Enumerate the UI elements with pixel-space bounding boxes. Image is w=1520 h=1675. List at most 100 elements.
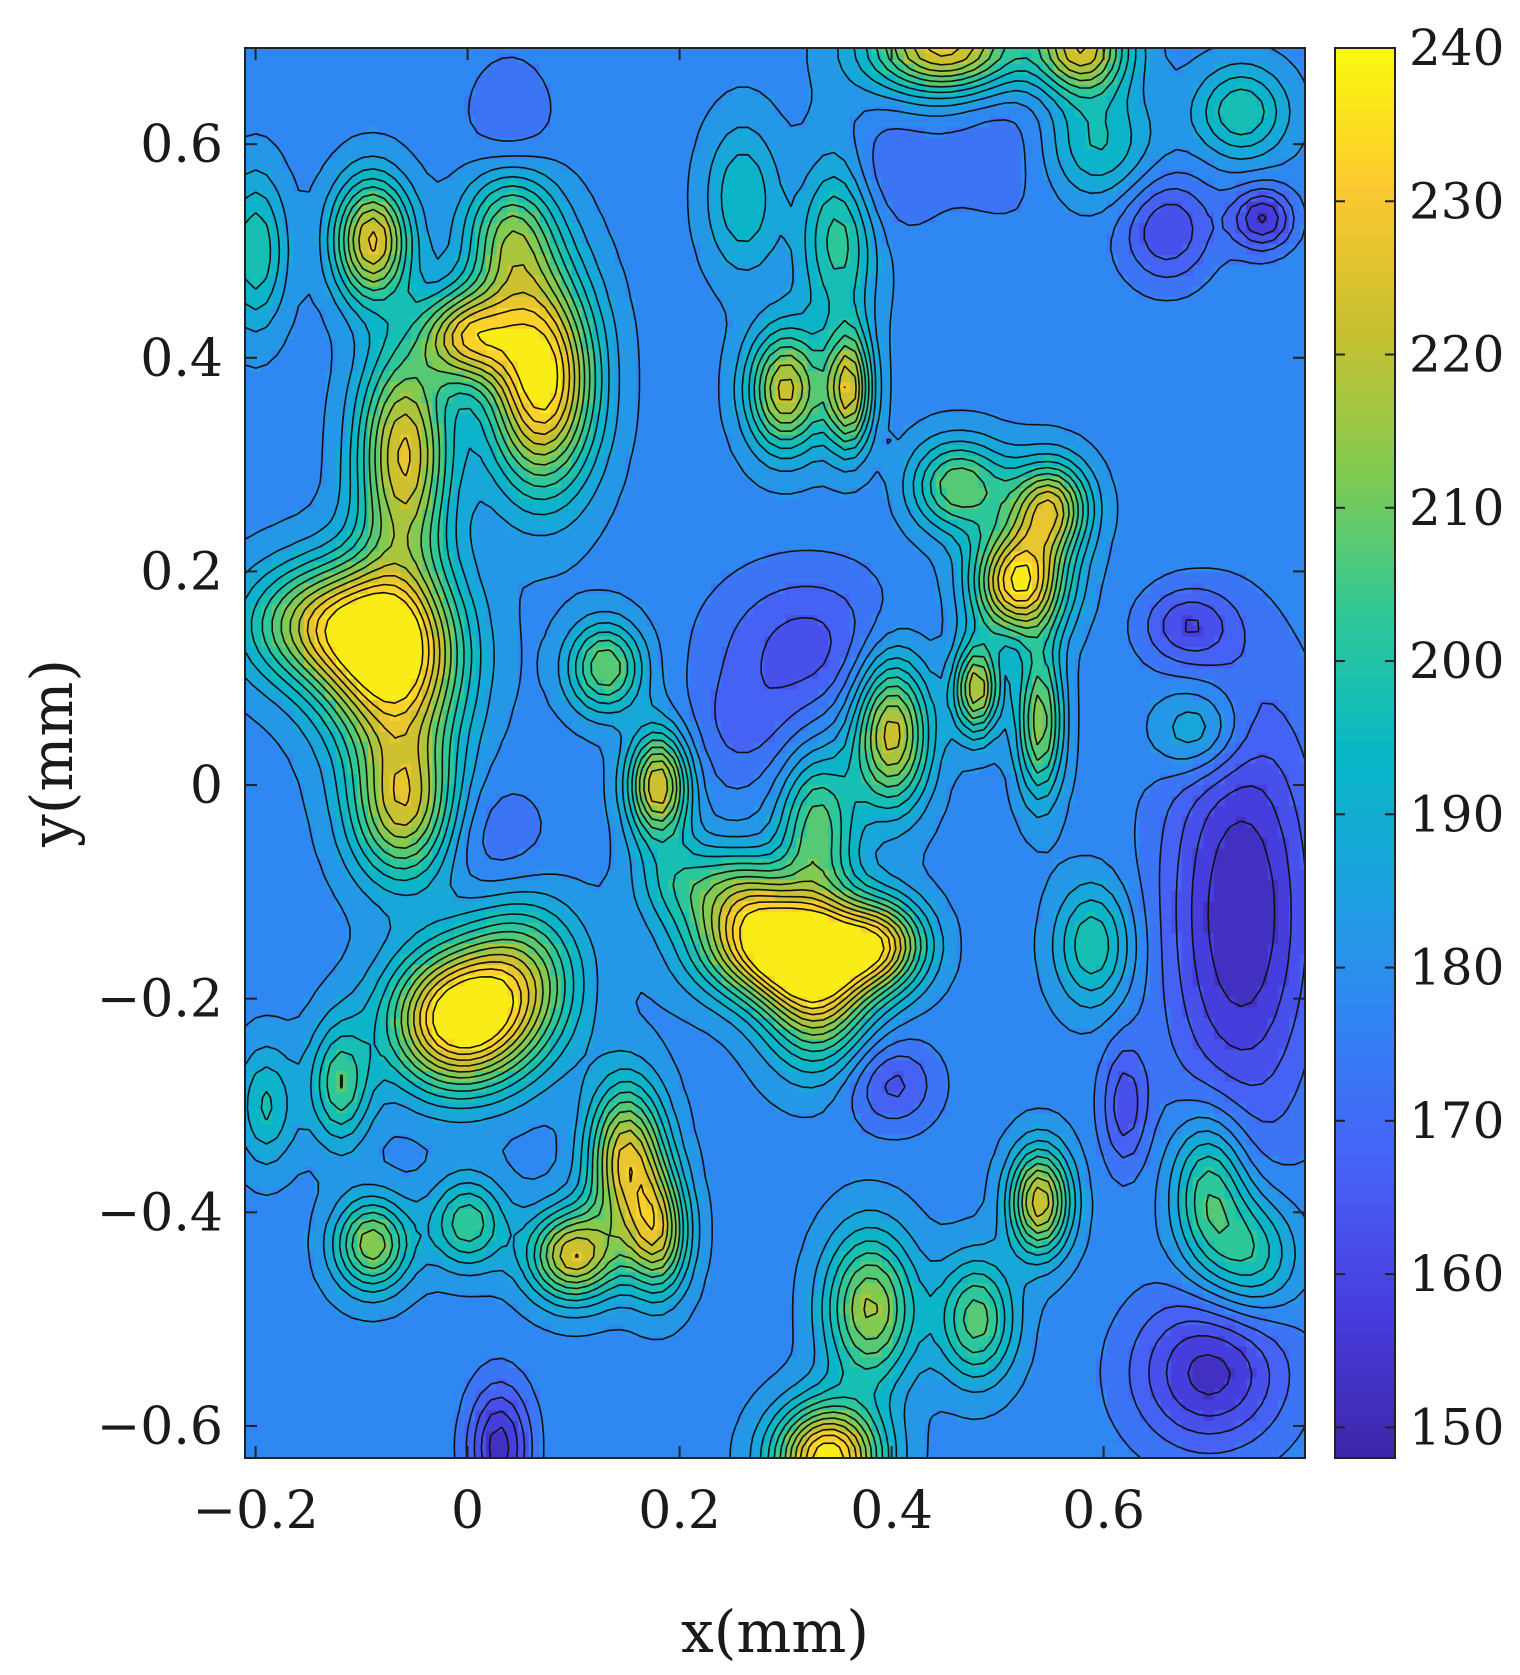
- contour-cell: [946, 191, 958, 203]
- contour-cell: [1224, 403, 1237, 415]
- contour-cell: [539, 424, 551, 436]
- contour-cell: [817, 509, 830, 521]
- contour-cell: [796, 519, 808, 532]
- contour-cell: [1031, 424, 1044, 436]
- contour-cell: [346, 74, 359, 86]
- contour-cell: [1128, 424, 1140, 436]
- contour-cell: [732, 403, 744, 415]
- contour-cell: [293, 53, 305, 65]
- contour-cell: [989, 191, 1001, 203]
- contour-cell: [603, 328, 616, 341]
- contour-cell: [582, 540, 594, 553]
- contour-cell: [742, 307, 755, 320]
- contour-cell: [742, 318, 755, 330]
- contour-cell: [1256, 138, 1269, 150]
- contour-cell: [1042, 201, 1055, 214]
- contour-cell: [560, 63, 573, 76]
- contour-cell: [849, 265, 862, 277]
- contour-cell: [667, 201, 680, 214]
- contour-cell: [1299, 63, 1305, 76]
- contour-cell: [378, 265, 391, 277]
- contour-cell: [1021, 551, 1033, 563]
- contour-cell: [935, 477, 948, 489]
- contour-cell: [357, 381, 369, 394]
- contour-cell: [1299, 254, 1305, 267]
- contour-cell: [1213, 53, 1226, 65]
- contour-cell: [1235, 487, 1247, 500]
- contour-cell: [464, 275, 476, 288]
- contour-cell: [560, 350, 573, 362]
- contour-cell: [1288, 148, 1301, 161]
- contour-cell: [357, 350, 369, 362]
- contour-cell: [1053, 381, 1065, 394]
- contour-cell: [368, 519, 380, 532]
- contour-cell: [261, 63, 273, 76]
- contour-cell: [967, 116, 980, 129]
- contour-cell: [245, 498, 252, 510]
- contour-cell: [271, 233, 284, 245]
- contour-cell: [871, 297, 883, 309]
- contour-cell: [245, 95, 252, 108]
- contour-cell: [1181, 95, 1194, 108]
- contour-cell: [614, 381, 626, 394]
- contour-cell: [871, 63, 883, 76]
- contour-cell: [689, 159, 701, 171]
- contour-cell: [293, 498, 305, 510]
- contour-cell: [978, 530, 990, 542]
- contour-cell: [871, 286, 883, 298]
- contour-cell: [528, 244, 541, 256]
- contour-cell: [667, 562, 680, 574]
- contour-cell: [1256, 48, 1269, 55]
- contour-cell: [1171, 233, 1183, 245]
- contour-cell: [1053, 127, 1065, 139]
- contour-cell: [550, 519, 562, 532]
- contour-cell: [796, 222, 808, 235]
- contour-cell: [1096, 466, 1108, 479]
- contour-cell: [849, 477, 862, 489]
- contour-cell: [999, 297, 1012, 309]
- contour-cell: [700, 286, 712, 298]
- contour-cell: [1064, 392, 1076, 404]
- contour-cell: [560, 53, 573, 65]
- contour-cell: [828, 159, 841, 171]
- contour-cell: [271, 180, 284, 192]
- contour-cell: [282, 530, 294, 542]
- contour-cell: [1288, 551, 1301, 563]
- contour-cell: [957, 74, 969, 86]
- contour-cell: [1117, 244, 1130, 256]
- contour-cell: [1149, 392, 1162, 404]
- contour-cell: [303, 53, 316, 65]
- contour-cell: [807, 53, 819, 65]
- contour-cell: [1267, 339, 1280, 351]
- contour-cell: [1117, 519, 1130, 532]
- contour-cell: [507, 244, 519, 256]
- contour-cell: [346, 519, 359, 532]
- contour-cell: [935, 191, 948, 203]
- contour-cell: [1160, 318, 1172, 330]
- contour-cell: [378, 445, 391, 457]
- contour-cell: [1117, 48, 1130, 55]
- contour-cell: [1181, 392, 1194, 404]
- contour-cell: [839, 191, 851, 203]
- contour-cell: [1053, 286, 1065, 298]
- contour-cell: [775, 85, 787, 97]
- contour-cell: [732, 48, 744, 55]
- contour-cell: [410, 456, 423, 468]
- contour-cell: [1042, 434, 1055, 447]
- contour-cell: [1106, 466, 1119, 479]
- contour-cell: [475, 244, 487, 256]
- contour-cell: [625, 275, 637, 288]
- contour-cell: [1246, 95, 1258, 108]
- contour-cell: [1171, 477, 1183, 489]
- contour-cell: [1181, 275, 1194, 288]
- contour-cell: [518, 519, 530, 532]
- contour-cell: [1074, 48, 1087, 55]
- contour-cell: [293, 169, 305, 182]
- contour-cell: [539, 148, 551, 161]
- contour-cell: [1085, 148, 1098, 161]
- contour-cell: [368, 307, 380, 320]
- contour-cell: [871, 477, 883, 489]
- contour-cell: [924, 265, 937, 277]
- contour-cell: [1160, 434, 1172, 447]
- contour-cell: [764, 201, 776, 214]
